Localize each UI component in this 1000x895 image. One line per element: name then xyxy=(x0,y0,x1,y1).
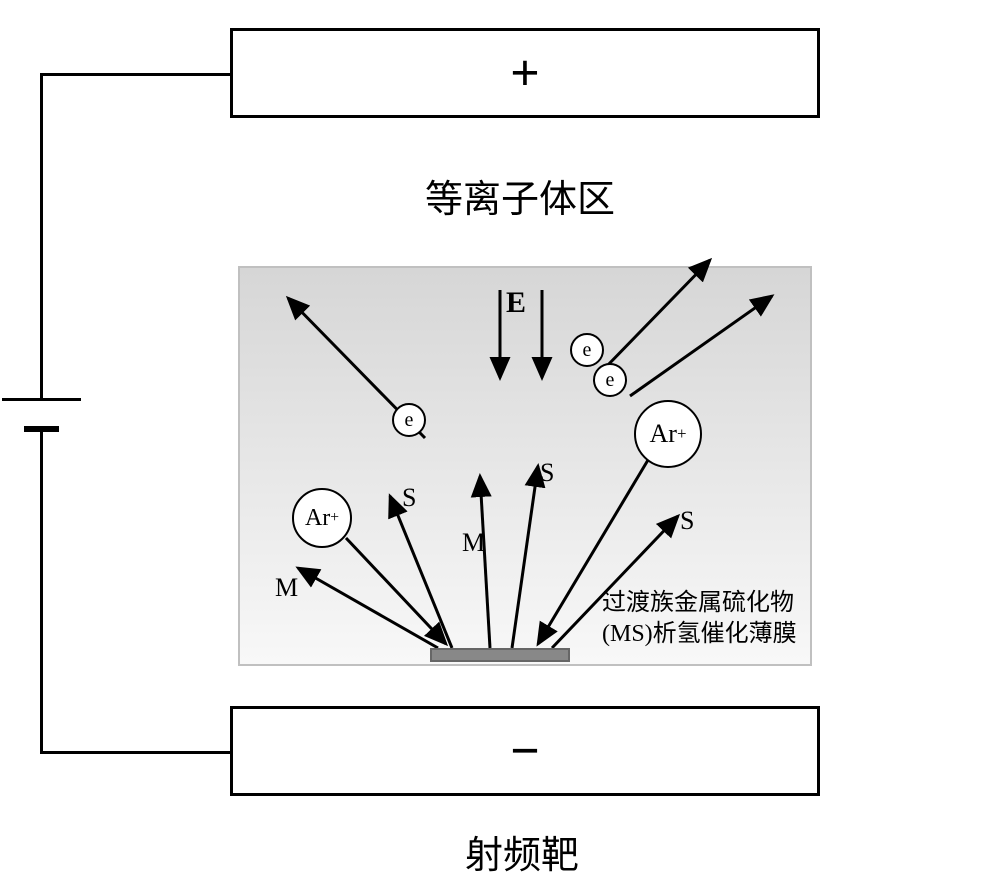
electric-field-label: E xyxy=(506,286,526,320)
sputter-label-S: S xyxy=(680,506,694,536)
wire-left-upper xyxy=(40,73,43,398)
sputter-label-M: M xyxy=(275,573,298,603)
electron-particle-2: e xyxy=(570,333,604,367)
cathode-sign: − xyxy=(510,722,540,781)
argon-ion-particle-1: Ar+ xyxy=(292,488,352,548)
cathode-plate: − xyxy=(230,706,820,796)
sample-caption-line1: 过渡族金属硫化物 xyxy=(602,588,797,619)
sputter-label-M: M xyxy=(462,528,485,558)
rf-target-label: 射频靶 xyxy=(465,824,579,879)
anode-plate: + xyxy=(230,28,820,118)
sputter-label-S: S xyxy=(402,483,416,513)
thin-film-sample xyxy=(430,648,570,662)
sputter-label-S: S xyxy=(540,458,554,488)
electron-particle-3: e xyxy=(593,363,627,397)
argon-ion-particle-2: Ar+ xyxy=(634,400,702,468)
sample-caption-line2: (MS)析氢催化薄膜 xyxy=(602,619,797,650)
plasma-zone-label: 等离子体区 xyxy=(425,168,615,223)
wire-bottom-horizontal xyxy=(40,751,230,754)
electron-particle-1: e xyxy=(392,403,426,437)
diagram-canvas: + 等离子体区 E e e e Ar+ Ar+ M S M S S 过渡族金属硫化物 (… xyxy=(150,28,830,868)
sample-caption: 过渡族金属硫化物 (MS)析氢催化薄膜 xyxy=(602,588,797,650)
anode-sign: + xyxy=(510,44,540,103)
wire-top-horizontal xyxy=(40,73,230,76)
wire-left-lower xyxy=(40,426,43,754)
